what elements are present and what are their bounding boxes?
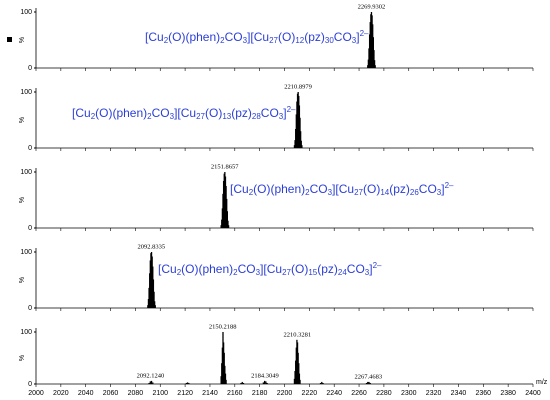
peak-label: 2210.8979 (284, 83, 312, 90)
formula: [Cu2(O)(phen)2CO3][Cu27(O)13(pz)28CO3]2– (72, 105, 296, 121)
y-axis-label: % (19, 355, 26, 361)
x-tick-label: 2100 (152, 390, 168, 397)
x-axis-label: m/z (536, 379, 548, 386)
x-tick-label: 2320 (426, 390, 442, 397)
y-axis-label: % (19, 277, 26, 283)
x-tick-label: 2200 (277, 390, 293, 397)
y-axis-label: % (19, 37, 26, 43)
peak-label: 2151.8657 (211, 163, 239, 170)
y-tick-label: 0 (28, 381, 32, 388)
x-tick-label: 2020 (53, 390, 69, 397)
y-tick-label: 100 (20, 89, 32, 96)
y-tick-label: 100 (20, 329, 32, 336)
x-tick-label: 2180 (252, 390, 268, 397)
peak-label: 2092.8335 (138, 243, 166, 250)
marker-square (7, 37, 12, 42)
peak-label: 2210.3281 (284, 331, 312, 338)
peak-label: 2150.2188 (209, 323, 237, 330)
y-tick-label: 0 (28, 305, 32, 312)
peak-label: 2269.9302 (358, 3, 386, 10)
x-tick-label: 2380 (500, 390, 516, 397)
x-tick-label: 2160 (227, 390, 243, 397)
y-tick-label: 0 (28, 145, 32, 152)
y-tick-label: 100 (20, 169, 32, 176)
x-tick-label: 2340 (451, 390, 467, 397)
formula: [Cu2(O)(phen)2CO3][Cu27(O)12(pz)30CO3]2– (145, 29, 369, 45)
peak-label: 2092.1240 (137, 372, 165, 379)
y-tick-label: 100 (20, 9, 32, 16)
x-tick-label: 2240 (326, 390, 342, 397)
y-tick-label: 0 (28, 65, 32, 72)
x-tick-label: 2260 (351, 390, 367, 397)
x-tick-label: 2080 (128, 390, 144, 397)
x-tick-label: 2120 (177, 390, 193, 397)
x-tick-label: 2060 (103, 390, 119, 397)
x-tick-label: 2040 (78, 390, 94, 397)
x-tick-label: 2300 (401, 390, 417, 397)
x-tick-label: 2000 (28, 390, 44, 397)
y-tick-label: 100 (20, 249, 32, 256)
x-tick-label: 2220 (302, 390, 318, 397)
peak-label: 2267.4683 (355, 373, 383, 380)
y-axis-label: % (19, 117, 26, 123)
x-tick-label: 2400 (525, 390, 541, 397)
peak-label: 2184.3049 (251, 372, 279, 379)
x-tick-label: 2140 (202, 390, 218, 397)
y-tick-label: 0 (28, 225, 32, 232)
formula: [Cu2(O)(phen)2CO3][Cu27(O)14(pz)26CO3]2– (230, 181, 454, 197)
x-tick-label: 2280 (376, 390, 392, 397)
formula: [Cu2(O)(phen)2CO3][Cu27(O)15(pz)24CO3]2– (158, 261, 382, 277)
y-axis-label: % (19, 197, 26, 203)
x-tick-label: 2360 (476, 390, 492, 397)
